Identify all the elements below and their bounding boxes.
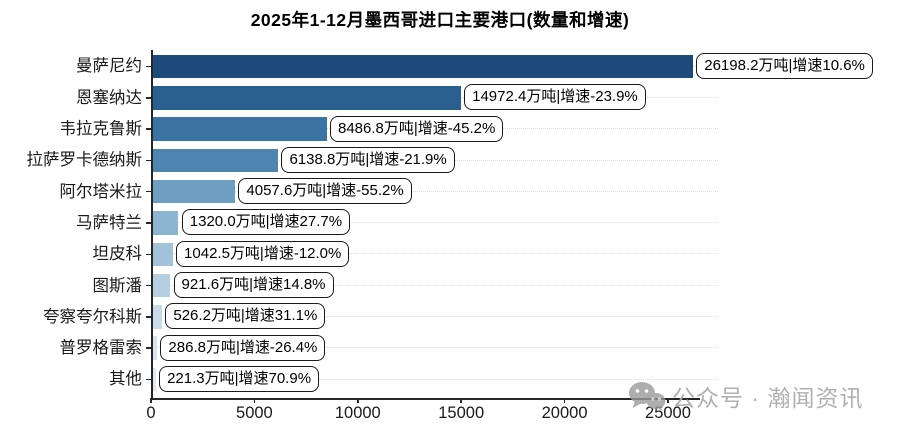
category-label: 其他 bbox=[109, 370, 142, 389]
y-tick-mark bbox=[146, 222, 151, 224]
y-axis-line bbox=[151, 50, 153, 398]
bar-value-label: 4057.6万吨|增速-55.2% bbox=[238, 178, 412, 205]
data-bar bbox=[151, 117, 327, 141]
watermark: 公众号 · 瀚闻资讯 bbox=[628, 379, 863, 413]
category-label: 曼萨尼约 bbox=[76, 57, 142, 76]
y-tick-mark bbox=[146, 284, 151, 287]
x-tick-mark bbox=[357, 398, 359, 403]
x-tick-mark bbox=[253, 398, 256, 403]
row-gridline bbox=[151, 253, 718, 255]
bar-value-label: 1320.0万吨|增速27.7% bbox=[181, 209, 351, 236]
y-tick-mark bbox=[146, 190, 151, 193]
category-label: 普罗格雷索 bbox=[59, 339, 143, 358]
y-tick-mark bbox=[146, 347, 151, 349]
bar-value-label: 286.8万吨|增速-26.4% bbox=[160, 334, 326, 361]
y-tick-mark bbox=[146, 316, 151, 318]
data-bar bbox=[151, 242, 173, 266]
y-tick-mark bbox=[146, 65, 151, 68]
bar-value-label: 1042.5万吨|增速-12.0% bbox=[176, 240, 350, 267]
x-tick-label: 15000 bbox=[438, 404, 485, 422]
x-tick-label: 5000 bbox=[236, 404, 273, 422]
data-bar bbox=[151, 211, 179, 235]
x-tick-label: 10000 bbox=[334, 404, 381, 422]
y-tick-mark bbox=[146, 159, 151, 162]
data-bar bbox=[151, 367, 156, 392]
category-label: 阿尔塔米拉 bbox=[59, 182, 143, 201]
x-axis-line bbox=[151, 398, 700, 400]
bar-value-label: 14972.4万吨|增速-23.9% bbox=[464, 84, 646, 111]
row-gridline bbox=[151, 378, 718, 380]
watermark-text: 公众号 · 瀚闻资讯 bbox=[672, 385, 864, 411]
y-tick-mark bbox=[146, 97, 151, 99]
x-tick-label: 20000 bbox=[541, 404, 588, 422]
category-label: 图斯潘 bbox=[92, 276, 143, 295]
row-gridline bbox=[151, 347, 718, 349]
y-tick-mark bbox=[146, 253, 151, 255]
category-label: 恩塞纳达 bbox=[76, 88, 142, 107]
bar-value-label: 221.3万吨|增速70.9% bbox=[159, 365, 320, 392]
x-tick-mark bbox=[150, 398, 152, 403]
x-tick-mark bbox=[667, 398, 669, 403]
category-label: 韦拉克鲁斯 bbox=[59, 120, 143, 139]
row-gridline bbox=[151, 222, 718, 224]
bar-value-label: 26198.2万吨|增速10.6% bbox=[696, 52, 873, 79]
bar-value-label: 8486.8万吨|增速-45.2% bbox=[330, 115, 504, 142]
category-label: 坦皮科 bbox=[92, 245, 143, 264]
data-bar bbox=[151, 54, 693, 79]
y-tick-mark bbox=[146, 128, 151, 130]
data-bar bbox=[151, 86, 461, 110]
category-label: 夸察夸尔科斯 bbox=[43, 307, 142, 326]
row-gridline bbox=[151, 284, 718, 286]
data-bar bbox=[151, 148, 278, 173]
data-bar bbox=[151, 273, 171, 298]
data-bar bbox=[151, 179, 235, 204]
row-gridline bbox=[151, 190, 718, 192]
x-tick-mark bbox=[460, 398, 462, 403]
data-bar bbox=[151, 305, 162, 329]
category-label: 马萨特兰 bbox=[76, 213, 142, 232]
chart-title: 2025年1-12月墨西哥进口主要港口(数量和增速) bbox=[250, 10, 630, 30]
bar-value-label: 6138.8万吨|增速-21.9% bbox=[281, 146, 455, 173]
category-label: 拉萨罗卡德纳斯 bbox=[26, 151, 143, 170]
data-bar bbox=[151, 336, 157, 360]
bar-value-label: 526.2万吨|增速31.1% bbox=[165, 303, 326, 330]
x-tick-mark bbox=[563, 398, 566, 403]
row-gridline bbox=[151, 316, 718, 318]
bar-value-label: 921.6万吨|增速14.8% bbox=[173, 272, 334, 299]
x-tick-label: 0 bbox=[146, 404, 156, 422]
y-tick-mark bbox=[146, 378, 151, 381]
wechat-icon bbox=[629, 382, 666, 411]
